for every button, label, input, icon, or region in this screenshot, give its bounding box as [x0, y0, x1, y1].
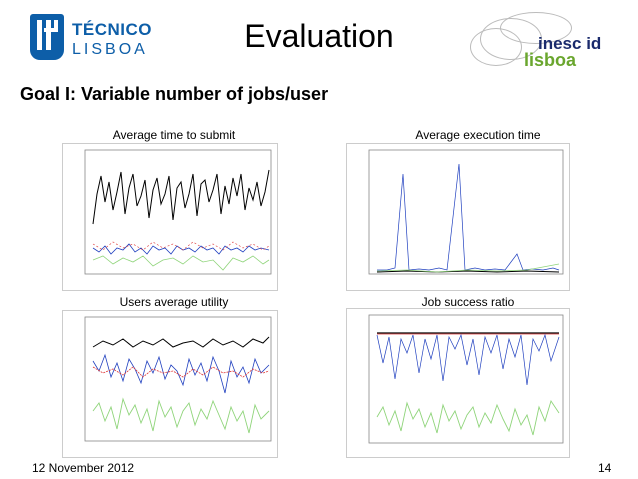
plot-average-time-to-submit: [62, 143, 278, 291]
slide-number: 14: [598, 461, 612, 475]
inesc-logo-city: lisboa: [524, 50, 577, 70]
series-blue-line: [92, 353, 270, 394]
series-green-line: [92, 255, 270, 271]
tecnico-logo-mark: [30, 14, 64, 60]
series-black-line: [92, 336, 270, 348]
tecnico-logo-city: LISBOA: [72, 41, 148, 58]
series-black-line: [92, 169, 270, 225]
plot-axes: [84, 316, 272, 442]
series-green-line: [376, 263, 560, 273]
plot-label-execution: Average execution time: [415, 128, 541, 142]
plot-label-submit: Average time to submit: [112, 128, 236, 142]
plot-axes: [84, 149, 272, 275]
series-blue-line: [376, 333, 560, 386]
series-red-line: [92, 366, 270, 378]
plot-users-average-utility: [62, 310, 278, 458]
plot-axes: [368, 314, 564, 444]
goal-heading: Goal I: Variable number of jobs/user: [20, 84, 329, 104]
plot-label-success: Job success ratio: [421, 295, 515, 309]
plot-axes: [368, 149, 564, 275]
inesc-logo-text: inesc id: [538, 34, 602, 53]
series-red-line: [92, 241, 270, 251]
tecnico-logo-name: TÉCNICO: [72, 20, 152, 39]
slide-title: Evaluation: [244, 18, 394, 54]
series-green-line: [92, 397, 270, 434]
series-black-line: [376, 270, 560, 273]
tecnico-lisboa-logo: TÉCNICO LISBOA: [30, 14, 190, 64]
series-blue-line: [377, 163, 560, 271]
footer-date: 12 November 2012: [32, 461, 135, 475]
series-green-line: [376, 399, 560, 436]
plot-average-execution-time: [346, 143, 570, 291]
series-blue-line: [92, 243, 270, 255]
inesc-id-logo: inesc id lisboa: [470, 12, 630, 72]
plot-label-utility: Users average utility: [119, 295, 229, 309]
plot-job-success-ratio: [346, 308, 570, 458]
